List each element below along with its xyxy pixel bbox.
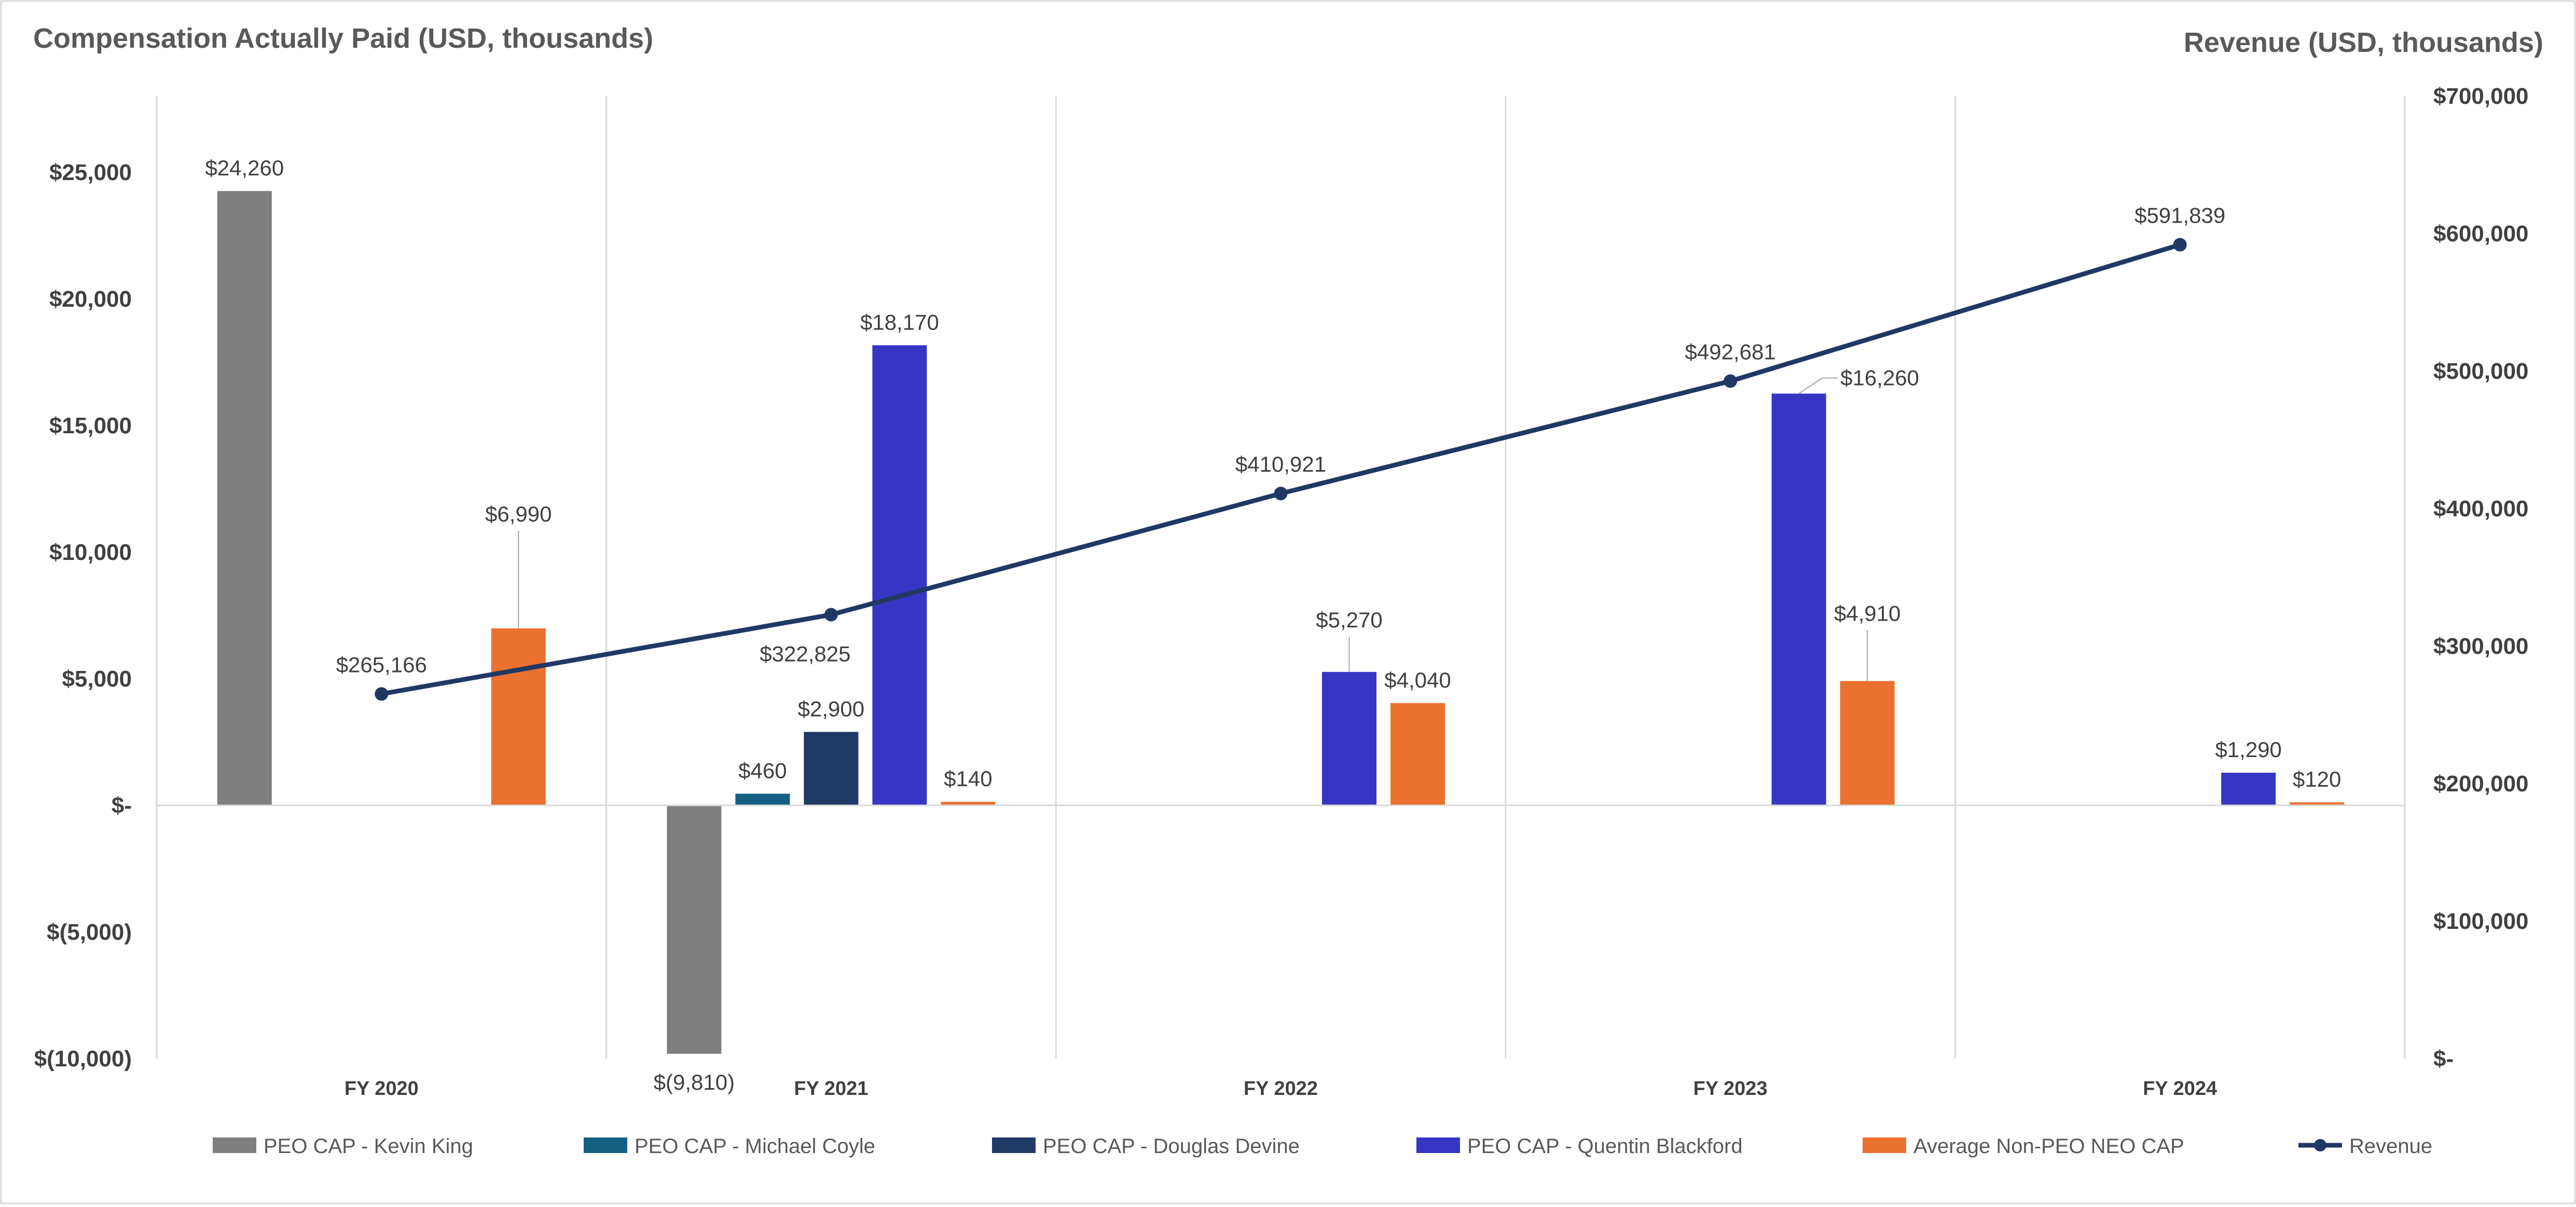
bar-data-label: $4,040	[1384, 668, 1451, 692]
x-axis-category-label: FY 2020	[345, 1078, 419, 1100]
legend-swatch	[584, 1137, 627, 1153]
bar-average-non-peo-neo-cap-fy-2022	[1390, 703, 1445, 805]
data-label-leader-line	[1798, 377, 1838, 394]
bar-peo-cap-quentin-blackford-fy-2023	[1771, 393, 1826, 805]
legend-item[interactable]: PEO CAP - Kevin King	[213, 1135, 473, 1158]
bar-data-label: $140	[944, 766, 992, 791]
bar-data-label: $460	[738, 759, 787, 783]
left-axis-tick-label: $25,000	[49, 160, 132, 185]
axes-group: $25,000 $20,000 $15,000 $10,000 $5,000 $- $(5,…	[34, 84, 2529, 1100]
revenue-data-label: $265,166	[336, 652, 427, 677]
bar-data-label: $6,990	[485, 502, 552, 526]
right-axis-tick-label: $100,000	[2433, 909, 2529, 934]
right-axis-tick-label: $700,000	[2433, 84, 2529, 109]
left-axis-tick-label: $5,000	[62, 666, 132, 692]
revenue-data-label: $322,825	[760, 642, 850, 666]
x-axis-category-label: FY 2023	[1693, 1078, 1768, 1100]
bar-peo-cap-quentin-blackford-fy-2022	[1322, 671, 1376, 805]
right-axis-tick-label: $600,000	[2433, 221, 2529, 246]
bar-peo-cap-quentin-blackford-fy-2024	[2221, 773, 2276, 805]
bar-data-label: $4,910	[1834, 601, 1900, 625]
bar-peo-cap-michael-coyle-fy-2021	[735, 793, 790, 805]
legend-swatch	[992, 1137, 1036, 1153]
right-axis-tick-label: $500,000	[2433, 359, 2529, 384]
x-axis-category-label: FY 2021	[794, 1078, 868, 1100]
legend-label: PEO CAP - Kevin King	[264, 1135, 473, 1158]
right-axis-title: Revenue (USD, thousands)	[2184, 27, 2543, 58]
bar-average-non-peo-neo-cap-fy-2024	[2290, 802, 2345, 806]
revenue-data-label: $492,681	[1685, 339, 1776, 364]
left-axis-tick-label: $20,000	[49, 286, 132, 312]
legend-swatch	[1416, 1137, 1460, 1153]
legend-marker	[2314, 1139, 2326, 1151]
revenue-point	[375, 687, 389, 701]
left-axis-tick-label: $15,000	[49, 413, 132, 438]
revenue-data-label: $591,839	[2134, 203, 2225, 228]
legend-label: PEO CAP - Michael Coyle	[635, 1135, 875, 1158]
bar-average-non-peo-neo-cap-fy-2020	[491, 628, 546, 805]
x-axis-category-label: FY 2022	[1244, 1078, 1318, 1100]
legend-label: PEO CAP - Douglas Devine	[1043, 1135, 1300, 1158]
x-axis-category-label: FY 2024	[2143, 1078, 2217, 1100]
legend-label: Revenue	[2349, 1135, 2432, 1158]
revenue-data-label: $410,921	[1235, 452, 1326, 476]
legend-label: PEO CAP - Quentin Blackford	[1467, 1135, 1743, 1158]
bar-data-label: $24,260	[205, 156, 284, 180]
bar-data-label: $(9,810)	[654, 1070, 735, 1094]
legend-item[interactable]: PEO CAP - Michael Coyle	[584, 1135, 875, 1158]
left-axis-tick-label: $10,000	[49, 540, 132, 565]
left-axis-title: Compensation Actually Paid (USD, thousan…	[33, 23, 653, 54]
bar-data-label: $5,270	[1316, 608, 1382, 632]
revenue-point	[1724, 374, 1738, 388]
right-axis-tick-label: $400,000	[2433, 496, 2529, 522]
left-axis-tick-label: $(10,000)	[34, 1046, 132, 1072]
legend-item[interactable]: Revenue	[2298, 1135, 2432, 1158]
bar-data-label: $120	[2293, 767, 2341, 791]
revenue-point	[824, 608, 838, 622]
legend-item[interactable]: PEO CAP - Douglas Devine	[992, 1135, 1300, 1158]
bar-data-label: $18,170	[860, 310, 939, 334]
bar-series-group	[217, 191, 2345, 1054]
legend: PEO CAP - Kevin King PEO CAP - Michael Co…	[213, 1135, 2432, 1158]
left-axis-tick-label: $(5,000)	[47, 920, 132, 945]
legend-swatch	[1863, 1137, 1906, 1153]
legend-item[interactable]: PEO CAP - Quentin Blackford	[1416, 1135, 1743, 1158]
gridlines	[156, 96, 2406, 1059]
right-axis-tick-label: $-	[2433, 1046, 2454, 1072]
bar-data-label: $2,900	[798, 696, 864, 721]
bar-peo-cap-douglas-devine-fy-2021	[804, 732, 859, 805]
revenue-point	[2173, 238, 2187, 252]
bar-peo-cap-kevin-king-fy-2020	[217, 191, 272, 805]
bar-peo-cap-kevin-king-fy-2021	[667, 805, 722, 1054]
bar-data-label: $1,290	[2215, 737, 2281, 762]
left-axis-tick-label: $-	[112, 793, 132, 818]
revenue-line-group	[375, 238, 2187, 701]
data-labels-group: $24,260 $(9,810) $460 $2,900 $18,170 $5,270 $1…	[205, 156, 2341, 1094]
right-axis-tick-label: $200,000	[2433, 771, 2529, 797]
bar-average-non-peo-neo-cap-fy-2021	[941, 802, 996, 805]
bar-average-non-peo-neo-cap-fy-2023	[1840, 681, 1895, 805]
legend-label: Average Non-PEO NEO CAP	[1913, 1135, 2184, 1158]
revenue-point	[1274, 487, 1288, 501]
legend-item[interactable]: Average Non-PEO NEO CAP	[1863, 1135, 2184, 1158]
bar-data-label: $16,260	[1840, 366, 1919, 390]
right-axis-tick-label: $300,000	[2433, 634, 2529, 659]
legend-swatch	[213, 1137, 256, 1153]
bar-peo-cap-quentin-blackford-fy-2021	[872, 345, 927, 805]
